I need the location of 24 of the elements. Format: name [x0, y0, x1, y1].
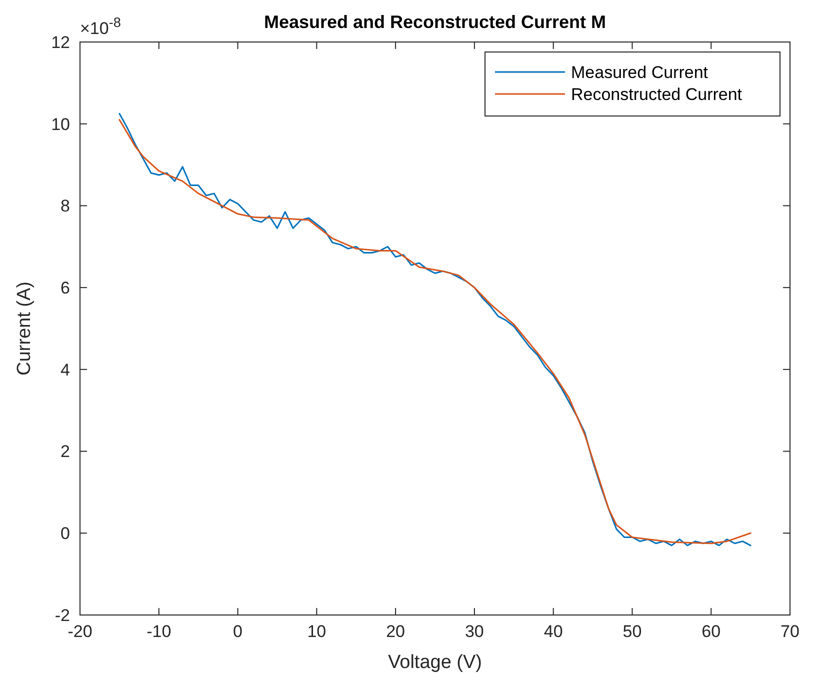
x-tick-label: -10: [146, 622, 172, 641]
legend-label: Reconstructed Current: [571, 84, 742, 104]
y-tick-label: 2: [60, 442, 70, 462]
y-axis-title: Current (A): [14, 282, 35, 376]
x-tick-label: 0: [233, 622, 243, 641]
y-tick-label: 0: [60, 524, 70, 544]
x-tick-label: 70: [780, 622, 800, 641]
x-tick-label: 50: [622, 622, 642, 641]
text: ×10$^{-8}$: [80, 14, 121, 38]
x-tick-label: 30: [464, 622, 484, 641]
y-tick-label: -2: [54, 606, 70, 625]
y-tick-label: 12: [51, 32, 70, 52]
x-tick-label: 10: [307, 622, 326, 641]
legend-label: Measured Current: [571, 62, 708, 82]
x-tick-label: 60: [702, 622, 721, 641]
y-tick-label: 6: [60, 278, 70, 298]
y-tick-label: 4: [60, 360, 70, 380]
y-tick-label: 8: [60, 196, 70, 216]
y-tick-label: 10: [51, 114, 70, 134]
x-tick-label: -20: [68, 622, 92, 641]
x-tick-label: 40: [544, 622, 563, 641]
chart-title: Measured and Reconstructed Current M: [264, 12, 606, 32]
x-axis-title: Voltage (V): [388, 652, 482, 673]
x-tick-label: 20: [386, 622, 406, 641]
